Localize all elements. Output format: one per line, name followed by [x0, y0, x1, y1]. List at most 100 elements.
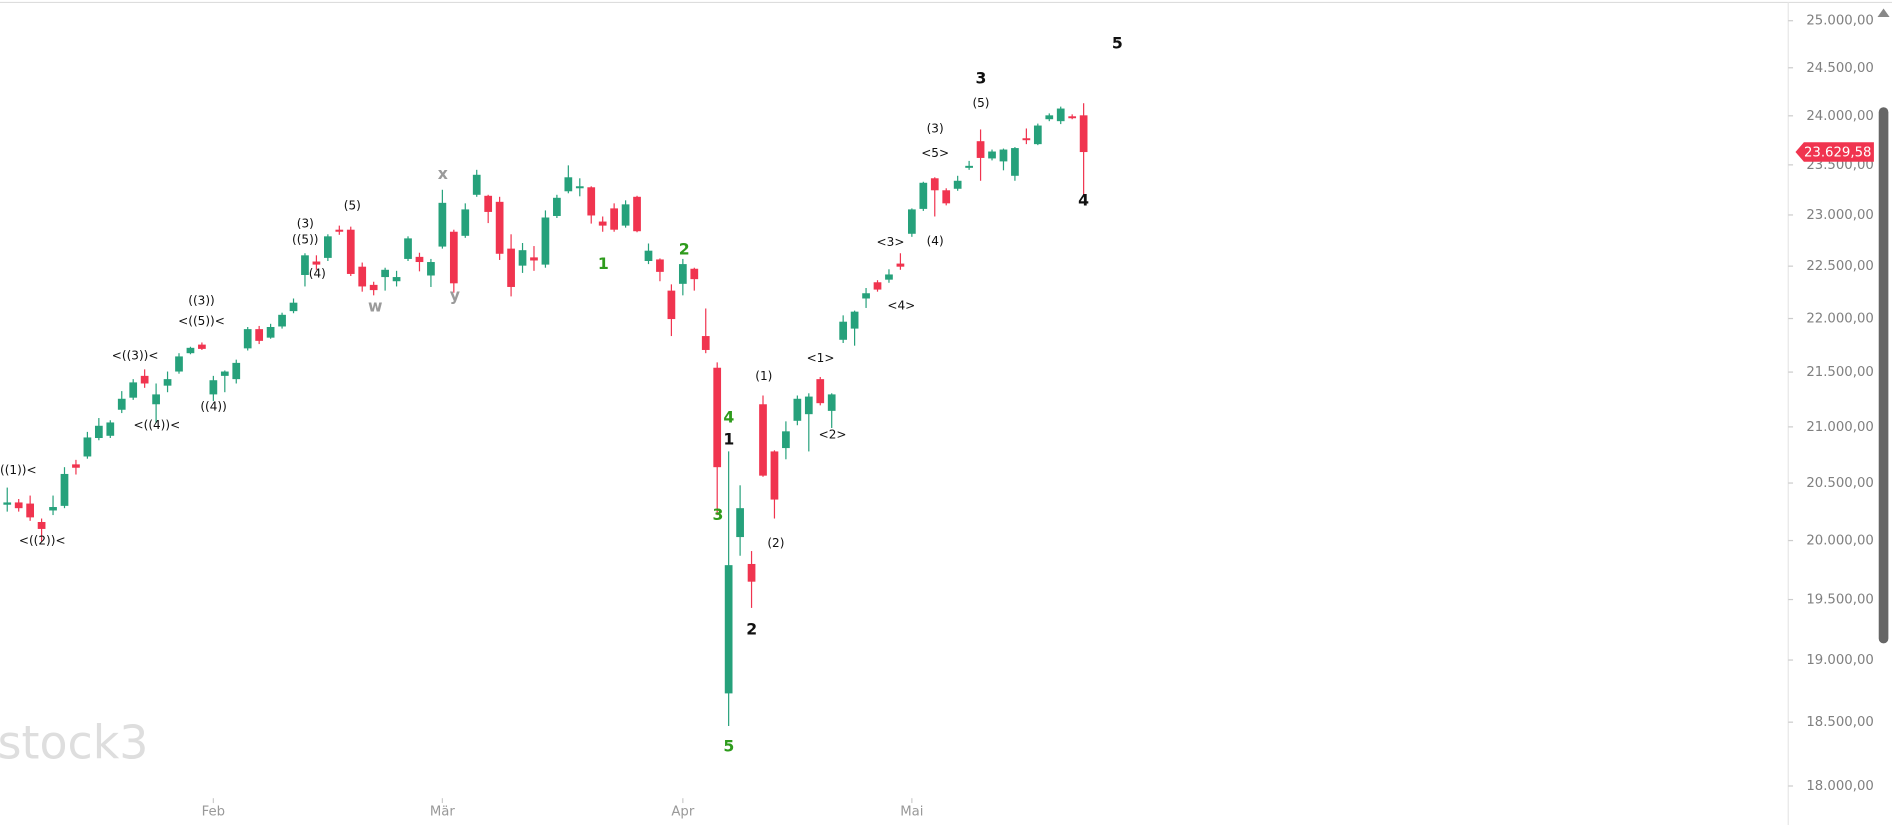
- candle-body: [278, 314, 286, 327]
- wave-label: ((3)): [188, 293, 214, 307]
- wave-label: ((4)): [200, 399, 226, 413]
- candle-body: [346, 229, 355, 274]
- watermark: stock3: [0, 715, 148, 769]
- candle-body: [117, 398, 126, 410]
- candle-body: [324, 236, 332, 258]
- candle-body: [186, 347, 195, 354]
- candle-body: [667, 290, 676, 320]
- candle-body: [1068, 116, 1077, 119]
- wave-label: <1>: [807, 351, 835, 365]
- candle-body: [129, 382, 138, 398]
- candle-body: [804, 396, 813, 415]
- candle-body: [518, 250, 527, 266]
- candle-body: [369, 284, 378, 291]
- wave-label: x: [438, 164, 448, 183]
- candle-body: [1056, 108, 1065, 122]
- candle-body: [839, 321, 848, 340]
- candle-body: [60, 473, 69, 506]
- wave-label: <((4))<: [134, 418, 181, 432]
- wave-label: <((2))<: [19, 534, 66, 548]
- candle-body: [930, 178, 939, 191]
- candle-body: [1079, 115, 1088, 153]
- y-tick-label: 19.500,00: [1806, 593, 1874, 608]
- candle-body: [49, 507, 57, 511]
- y-tick-label: 24.000,00: [1806, 109, 1874, 124]
- wave-label: (2): [767, 536, 784, 550]
- candle-body: [449, 231, 458, 284]
- wave-label: 2: [746, 619, 757, 638]
- candle-body: [507, 248, 515, 287]
- candle-body: [152, 394, 160, 405]
- y-tick-label: 23.000,00: [1806, 208, 1874, 223]
- candle-body: [358, 266, 367, 287]
- x-tick-label: Feb: [202, 805, 225, 820]
- candle-body: [850, 311, 859, 329]
- y-tick-label: 18.000,00: [1806, 779, 1874, 794]
- candle-body: [106, 422, 115, 436]
- candle-body: [83, 437, 92, 457]
- candle-body: [198, 344, 206, 349]
- wave-label: (4): [309, 267, 326, 281]
- wave-label: <((3))<: [112, 348, 159, 362]
- y-tick-label: 19.000,00: [1806, 653, 1874, 668]
- wave-label: 3: [712, 505, 723, 524]
- wave-label: (5): [344, 198, 361, 212]
- candle-body: [690, 268, 699, 280]
- y-tick-label: 24.500,00: [1806, 61, 1874, 76]
- wave-label: (5): [972, 96, 989, 110]
- wave-label: 5: [1112, 33, 1123, 52]
- candle-body: [461, 209, 470, 236]
- candle-body: [37, 521, 46, 529]
- wave-label: ((1))<: [0, 463, 37, 477]
- candle-body: [564, 177, 573, 192]
- wave-label: <((5))<: [178, 314, 225, 328]
- candle-body: [301, 255, 309, 275]
- candle-body: [644, 250, 653, 261]
- candle-body: [1011, 148, 1019, 176]
- wave-label: 1: [598, 254, 609, 273]
- candle-body: [335, 229, 344, 232]
- wave-label: 4: [1078, 191, 1089, 210]
- wave-label: 4: [723, 407, 734, 426]
- wave-label: <5>: [921, 146, 949, 160]
- y-tick-label: 21.500,00: [1806, 365, 1874, 380]
- candle-body: [598, 221, 607, 226]
- candle-body: [678, 264, 687, 284]
- candle-body: [495, 201, 504, 254]
- candle-body: [575, 186, 584, 189]
- candle-body: [438, 202, 447, 247]
- x-tick-label: Apr: [671, 805, 694, 820]
- candle-body: [587, 187, 596, 216]
- candle-body: [255, 329, 264, 341]
- candle-body: [381, 269, 389, 278]
- candle-body: [873, 282, 882, 290]
- candle-body: [759, 404, 767, 476]
- x-tick-label: Mär: [430, 805, 456, 820]
- candle-body: [427, 262, 435, 276]
- scroll-up[interactable]: [1877, 8, 1890, 18]
- candle-body: [415, 256, 424, 263]
- candle-body: [782, 431, 790, 449]
- candle-body: [266, 327, 275, 338]
- y-tick-label: 20.500,00: [1806, 476, 1874, 491]
- wave-label: ((5)): [292, 233, 318, 247]
- y-tick-label: 22.000,00: [1806, 311, 1874, 326]
- candle-body: [26, 503, 35, 518]
- candle-body: [3, 502, 12, 505]
- y-tick-label: 25.000,00: [1806, 14, 1874, 29]
- candle-body: [919, 182, 928, 209]
- scrollbar[interactable]: [1878, 107, 1889, 644]
- candle-body: [72, 464, 80, 468]
- candle-body: [827, 394, 836, 411]
- candle-body: [610, 208, 619, 230]
- wave-label: 2: [679, 239, 690, 258]
- candle-body: [953, 180, 962, 189]
- candle-body: [209, 380, 218, 395]
- candle-body: [770, 451, 779, 500]
- candle-body: [862, 293, 870, 299]
- candle-body: [621, 204, 630, 226]
- candle-body: [736, 508, 744, 538]
- candle-body: [1022, 138, 1031, 141]
- wave-label: <4>: [887, 298, 915, 312]
